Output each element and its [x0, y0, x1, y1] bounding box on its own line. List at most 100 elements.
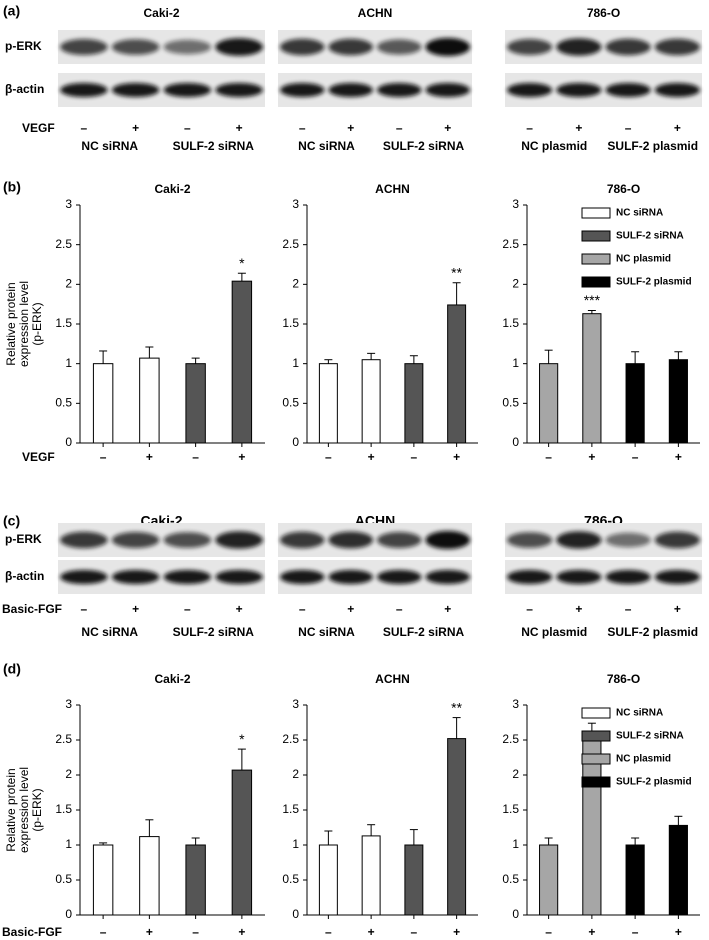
- y-axis-label: (p-ERK): [30, 302, 44, 345]
- x-tick-label: +: [588, 450, 595, 464]
- treatment-sign: +: [575, 121, 582, 135]
- y-tick-label: 2.5: [282, 237, 299, 251]
- chart-title: 786-O: [607, 672, 640, 686]
- y-tick-label: 3: [512, 197, 519, 211]
- legend-swatch: [581, 207, 611, 219]
- bar: [231, 280, 253, 444]
- bar: [185, 844, 206, 916]
- panel-label: (c): [3, 513, 20, 529]
- x-tick-label: –: [632, 450, 639, 464]
- blot-band: [60, 531, 108, 549]
- y-tick-label: 2.5: [502, 732, 519, 746]
- treatment-sign: –: [299, 602, 306, 616]
- y-tick-label: 0.5: [55, 872, 72, 886]
- legend-label: NC plasmid: [616, 254, 671, 265]
- y-tick-label: 0.5: [282, 396, 299, 410]
- treatment-sign: +: [444, 602, 451, 616]
- y-tick-label: 2: [512, 767, 519, 781]
- legend-swatch: [581, 730, 611, 742]
- y-tick-label: 0: [512, 907, 519, 921]
- blot-band: [60, 570, 108, 584]
- blot-band: [215, 83, 263, 97]
- legend-label: NC siRNA: [616, 708, 663, 719]
- blot-band: [215, 570, 263, 584]
- treatment-sign: +: [444, 121, 451, 135]
- blot-band: [328, 531, 374, 549]
- blot-band: [605, 570, 651, 584]
- y-tick-label: 3: [292, 197, 299, 211]
- blot-band: [425, 531, 471, 549]
- x-tick-label: –: [100, 450, 107, 464]
- y-tick-label: 0: [512, 435, 519, 449]
- chart-title: Caki-2: [154, 672, 190, 686]
- bar: [539, 363, 559, 444]
- x-tick-label: –: [100, 925, 107, 939]
- y-tick-label: 3: [65, 197, 72, 211]
- x-axis-label: VEGF: [22, 450, 55, 464]
- blot-band: [506, 83, 553, 97]
- legend-swatch: [581, 276, 611, 288]
- bar: [539, 844, 559, 916]
- treatment-sign: +: [347, 121, 354, 135]
- treatment-sign: –: [184, 602, 191, 616]
- x-tick-label: +: [368, 925, 375, 939]
- significance-label: *: [239, 255, 245, 271]
- group-label: SULF-2 siRNA: [383, 139, 465, 153]
- blot-band: [279, 83, 325, 97]
- treatment-sign: +: [575, 602, 582, 616]
- legend-label: SULF-2 siRNA: [616, 731, 684, 742]
- group-label: SULF-2 siRNA: [383, 625, 465, 639]
- y-tick-label: 1.5: [282, 316, 299, 330]
- group-label: NC siRNA: [81, 625, 138, 639]
- y-tick-label: 2: [292, 277, 299, 291]
- y-axis-label: expression level: [17, 281, 31, 367]
- chart-title: Caki-2: [154, 182, 190, 196]
- significance-label: *: [239, 731, 245, 747]
- legend-swatch: [581, 253, 611, 265]
- y-tick-label: 0: [292, 907, 299, 921]
- legend-label: NC siRNA: [616, 208, 663, 219]
- group-label: SULF-2 plasmid: [607, 139, 698, 153]
- y-tick-label: 2.5: [282, 732, 299, 746]
- panel-label: (b): [3, 179, 21, 195]
- blot-band: [425, 570, 471, 584]
- x-tick-label: +: [238, 450, 245, 464]
- blot-band: [605, 83, 651, 97]
- bar: [668, 359, 688, 444]
- y-axis-label: (p-ERK): [30, 788, 44, 831]
- blot-band: [654, 531, 701, 549]
- blot-band: [376, 570, 422, 584]
- row-label: β-actin: [5, 82, 44, 96]
- x-tick-label: +: [368, 450, 375, 464]
- blot-band: [605, 532, 651, 548]
- group-label: NC siRNA: [298, 139, 355, 153]
- treatment-sign: +: [347, 602, 354, 616]
- significance-label: **: [451, 264, 462, 280]
- x-tick-label: –: [545, 450, 552, 464]
- group-label: NC siRNA: [298, 625, 355, 639]
- blot-band: [60, 39, 108, 55]
- group-label: NC siRNA: [81, 139, 138, 153]
- blot-band: [654, 570, 701, 584]
- row-label: p-ERK: [5, 532, 42, 546]
- treatment-sign: +: [674, 602, 681, 616]
- treatment-sign: +: [236, 602, 243, 616]
- bar: [231, 769, 253, 916]
- treatment-sign: –: [184, 121, 191, 135]
- y-tick-label: 1: [292, 837, 299, 851]
- x-tick-label: +: [146, 925, 153, 939]
- blot-band: [163, 39, 212, 55]
- treatment-sign: –: [396, 602, 403, 616]
- chart-title: 786-O: [607, 182, 640, 196]
- blot-band: [215, 531, 263, 549]
- chart-title: ACHN: [375, 182, 410, 196]
- bar: [668, 824, 688, 916]
- y-tick-label: 1: [512, 356, 519, 370]
- y-axis-label: Relative protein: [4, 768, 18, 851]
- x-tick-label: +: [146, 450, 153, 464]
- blot-band: [163, 532, 212, 548]
- blot-band: [556, 38, 602, 56]
- significance-label: ***: [584, 292, 601, 308]
- blot-band: [279, 531, 325, 549]
- x-tick-label: +: [238, 925, 245, 939]
